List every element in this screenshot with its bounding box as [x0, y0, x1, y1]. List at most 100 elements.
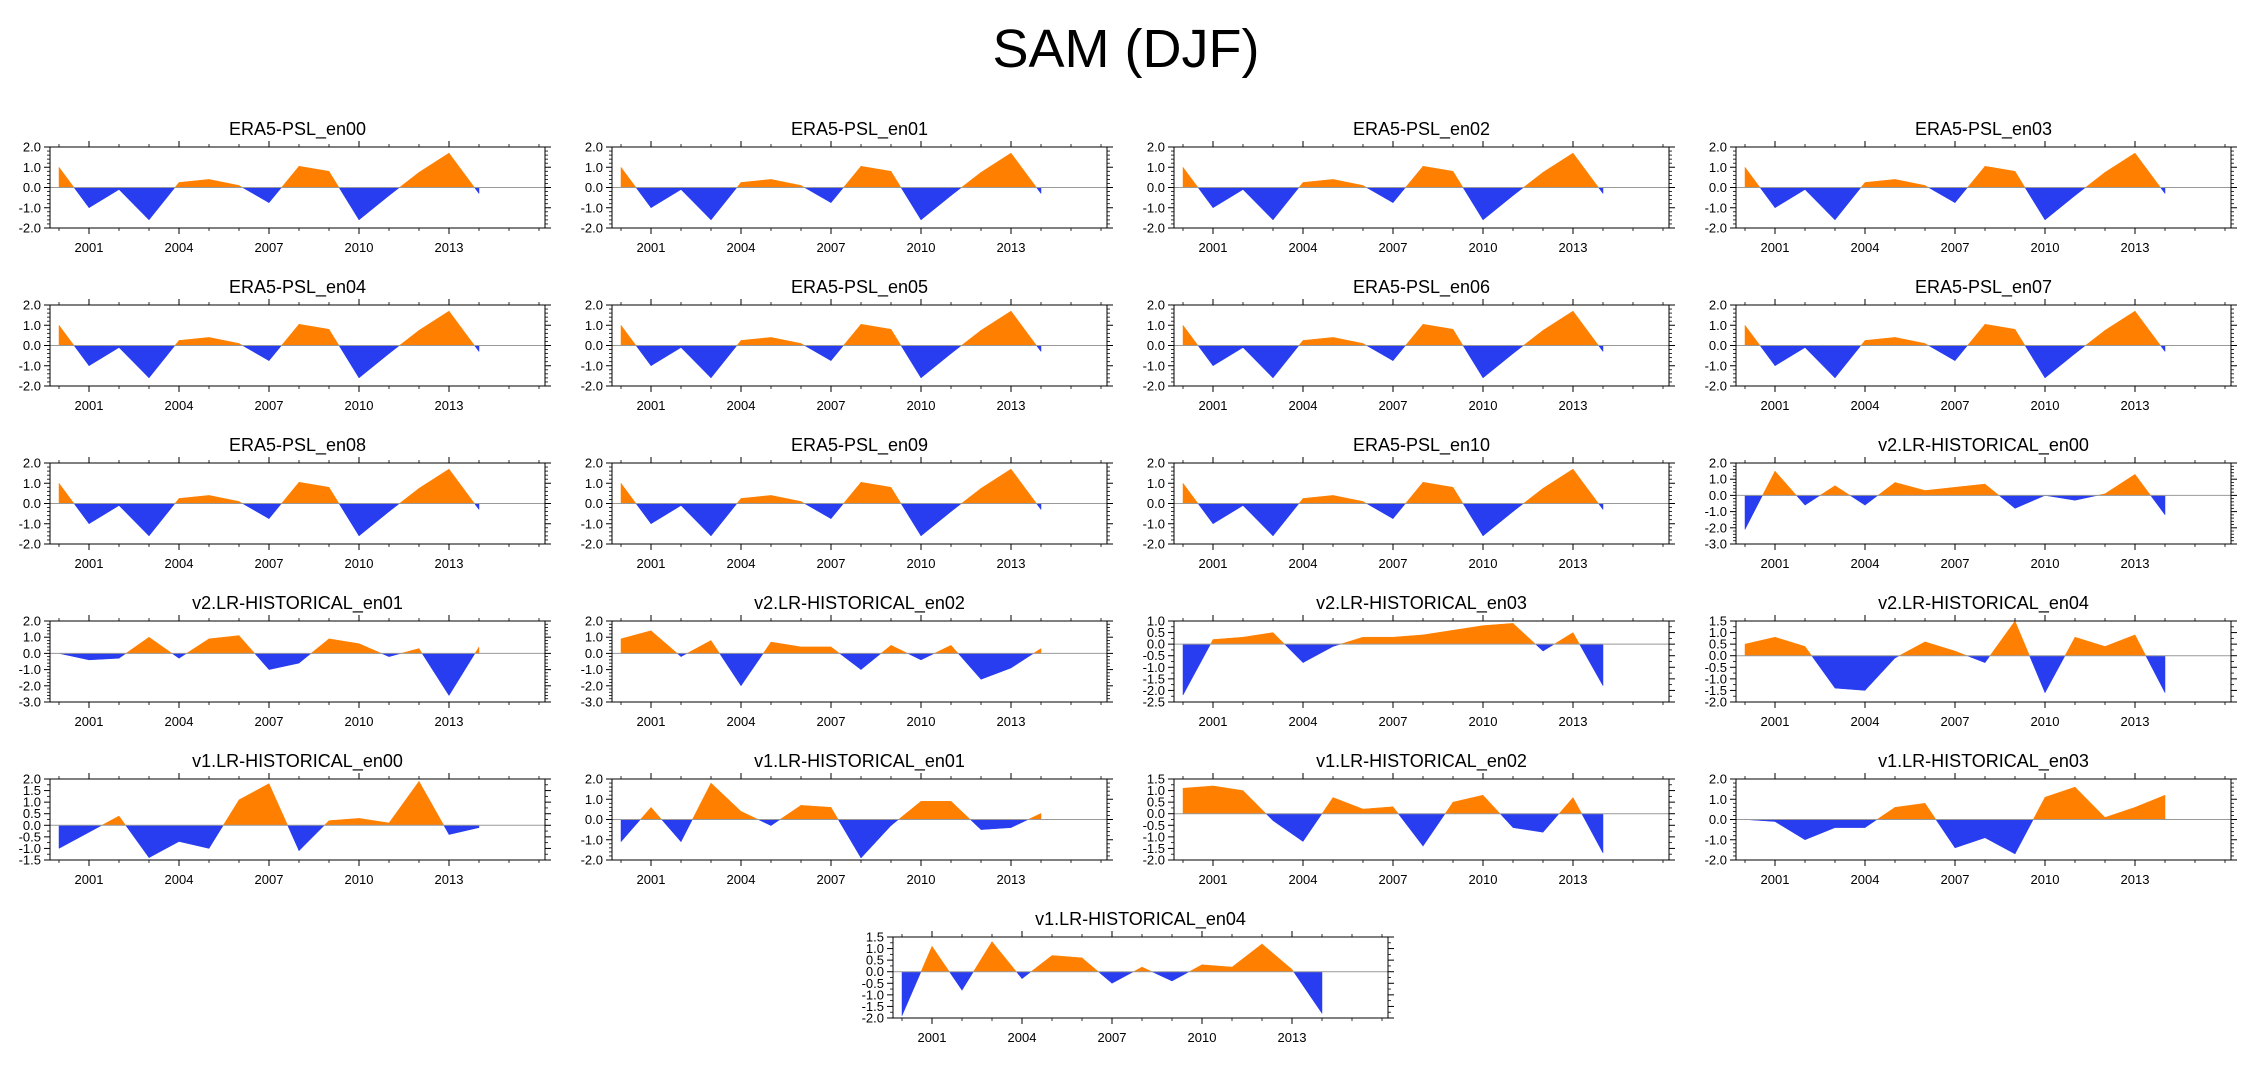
- positive-anomaly-area: [736, 339, 742, 346]
- negative-anomaly-area: [388, 503, 401, 513]
- positive-anomaly-area: [1332, 179, 1364, 188]
- negative-anomaly-area: [338, 345, 360, 379]
- positive-anomaly-area: [1404, 323, 1424, 346]
- x-tick-label: 2010: [907, 714, 936, 729]
- positive-anomaly-area: [1182, 785, 1214, 814]
- negative-anomaly-area: [268, 345, 283, 362]
- negative-anomaly-area: [948, 971, 963, 992]
- negative-anomaly-area: [338, 503, 360, 537]
- negative-anomaly-area: [1998, 495, 2016, 509]
- negative-anomaly-area: [1512, 187, 1525, 197]
- positive-anomaly-area: [58, 166, 75, 188]
- x-tick-label: 2007: [817, 714, 846, 729]
- negative-anomaly-area: [1482, 187, 1514, 221]
- positive-anomaly-area: [1242, 632, 1274, 645]
- x-tick-label: 2010: [1188, 1030, 1217, 1045]
- positive-anomaly-area: [418, 780, 445, 826]
- positive-anomaly-area: [1894, 803, 1926, 820]
- negative-anomaly-area: [1795, 495, 1806, 506]
- positive-anomaly-area: [897, 800, 922, 820]
- x-tick-label: 2010: [2031, 398, 2060, 413]
- x-tick-label: 2013: [1559, 872, 1588, 887]
- x-tick-label: 2007: [255, 398, 284, 413]
- x-tick-label: 2013: [435, 240, 464, 255]
- negative-anomaly-area: [268, 503, 283, 520]
- negative-anomaly-area: [680, 819, 693, 842]
- positive-anomaly-area: [118, 815, 127, 826]
- y-tick-label: -1.0: [1143, 200, 1165, 215]
- negative-anomaly-area: [88, 653, 120, 661]
- y-tick-label: 2.0: [1709, 140, 1727, 155]
- y-tick-label: 1.0: [585, 318, 603, 333]
- negative-anomaly-area: [1302, 813, 1323, 843]
- panel-ERA5-PSL_en06: ERA5-PSL_en06 2.0 1.0 0.0 -1.0 -2.0 2001 2004 20…: [1143, 277, 1675, 413]
- negative-anomaly-area: [241, 187, 270, 204]
- negative-anomaly-area: [635, 345, 652, 367]
- negative-anomaly-area: [1197, 187, 1214, 209]
- x-tick-label: 2013: [997, 556, 1026, 571]
- positive-anomaly-area: [890, 644, 908, 654]
- panel-v2.LR-HISTORICAL_en01: v2.LR-HISTORICAL_en01 2.01.00.0-1.0-2.0 -3…: [19, 593, 551, 729]
- y-tick-label: -0.5: [1143, 818, 1165, 833]
- negative-anomaly-area: [1283, 643, 1304, 664]
- y-tick-label: 2.0: [23, 140, 41, 155]
- y-tick-label: -2.0: [581, 537, 603, 552]
- y-tick-label: 2.0: [585, 140, 603, 155]
- panel-title: v1.LR-HISTORICAL_en00: [192, 751, 403, 772]
- positive-anomaly-area: [740, 811, 759, 820]
- positive-anomaly-area: [2134, 152, 2161, 188]
- negative-anomaly-area: [208, 825, 224, 850]
- positive-anomaly-area: [2084, 329, 2106, 346]
- negative-anomaly-area: [118, 345, 150, 379]
- negative-anomaly-area: [620, 819, 641, 843]
- x-tick-label: 2013: [1559, 398, 1588, 413]
- negative-anomaly-area: [1242, 187, 1274, 221]
- negative-anomaly-area: [58, 653, 90, 661]
- positive-anomaly-area: [400, 648, 420, 654]
- negative-anomaly-area: [358, 345, 390, 379]
- negative-anomaly-area: [2150, 495, 2166, 516]
- positive-anomaly-area: [1332, 495, 1364, 504]
- negative-anomaly-area: [1542, 643, 1556, 652]
- negative-anomaly-area: [680, 187, 712, 221]
- panel-v1.LR-HISTORICAL_en00: v1.LR-HISTORICAL_en00 2.01.51.00.50.0-0.5…: [19, 751, 551, 887]
- x-tick-label: 2010: [907, 240, 936, 255]
- y-tick-label: -2.0: [19, 678, 41, 693]
- positive-anomaly-area: [1542, 468, 1574, 504]
- negative-anomaly-area: [837, 819, 862, 859]
- positive-anomaly-area: [1298, 181, 1304, 188]
- positive-anomaly-area: [1051, 955, 1083, 972]
- panel-v2.LR-HISTORICAL_en00: v2.LR-HISTORICAL_en00 2.01.00.0-1.0-2.0 -3…: [1705, 435, 2237, 571]
- y-tick-label: 0.0: [585, 646, 603, 661]
- positive-anomaly-area: [890, 328, 902, 346]
- y-tick-label: 1.0: [1709, 318, 1727, 333]
- positive-anomaly-area: [1774, 636, 1806, 656]
- y-tick-label: -0.5: [19, 829, 41, 844]
- positive-anomaly-area: [280, 165, 300, 188]
- positive-anomaly-area: [388, 780, 420, 826]
- x-tick-label: 2001: [1199, 714, 1228, 729]
- negative-anomaly-area: [1581, 813, 1604, 854]
- positive-anomaly-area: [1182, 482, 1199, 504]
- negative-anomaly-area: [969, 819, 982, 831]
- y-tick-label: 1.0: [1147, 476, 1165, 491]
- x-tick-label: 2004: [1851, 398, 1880, 413]
- positive-anomaly-area: [1542, 152, 1574, 188]
- negative-anomaly-area: [1097, 971, 1113, 984]
- negative-anomaly-area: [950, 187, 963, 197]
- x-tick-label: 2004: [165, 398, 194, 413]
- positive-anomaly-area: [770, 641, 802, 654]
- y-tick-label: -2.0: [862, 1011, 884, 1026]
- y-tick-label: 1.0: [23, 318, 41, 333]
- x-tick-label: 2004: [1008, 1030, 1037, 1045]
- positive-anomaly-area: [980, 468, 1012, 504]
- positive-anomaly-area: [1572, 631, 1580, 645]
- positive-anomaly-area: [1302, 179, 1334, 188]
- negative-anomaly-area: [2160, 345, 2166, 353]
- positive-anomaly-area: [842, 165, 862, 188]
- negative-anomaly-area: [2014, 819, 2034, 855]
- y-tick-label: 1.0: [1147, 783, 1165, 798]
- negative-anomaly-area: [1171, 971, 1190, 982]
- positive-anomaly-area: [1553, 632, 1574, 645]
- positive-anomaly-area: [328, 486, 340, 504]
